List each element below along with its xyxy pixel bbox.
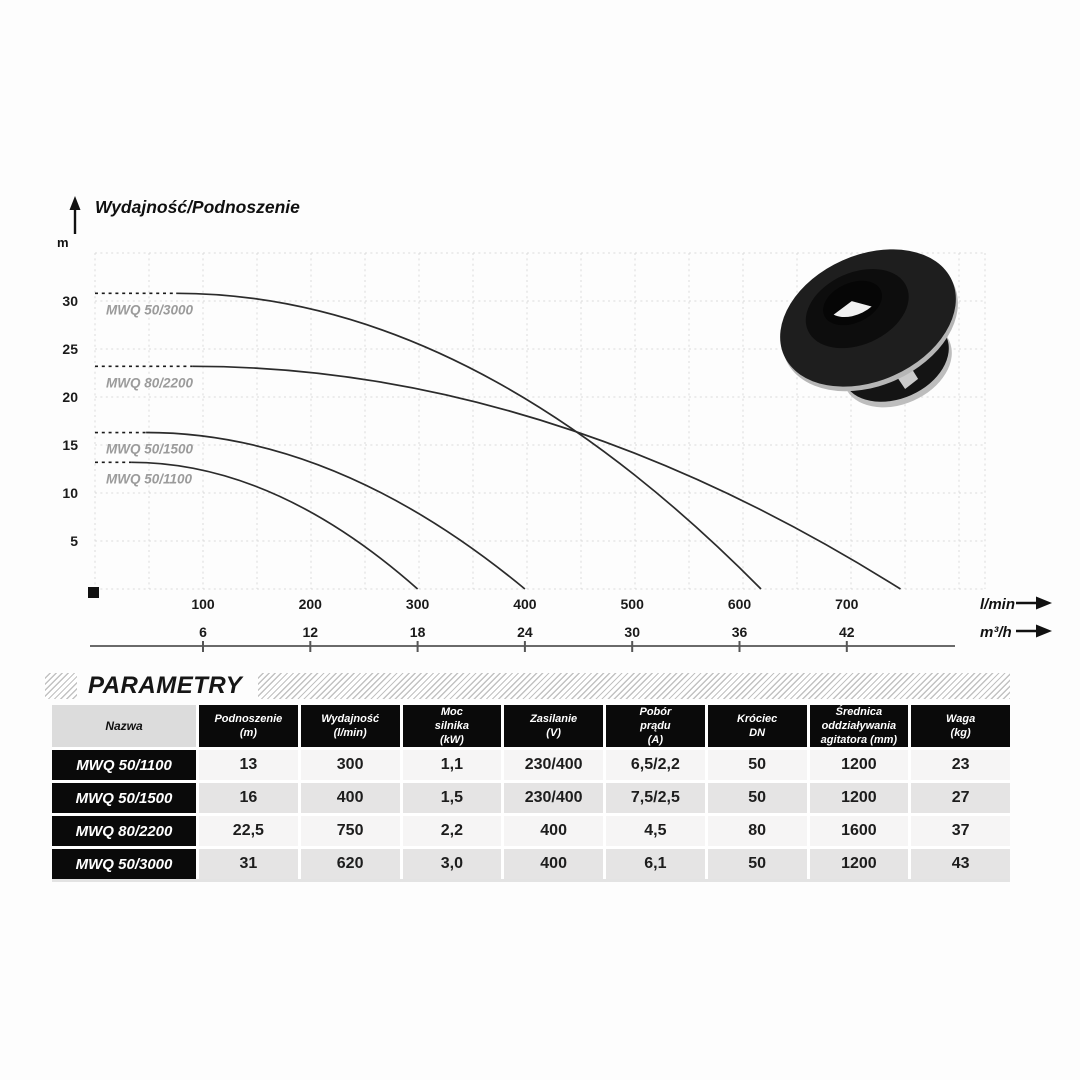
column-header-cell: Zasilanie (V)	[504, 705, 603, 747]
value-cell: 1,5	[402, 783, 502, 813]
chart-title: Wydajność/Podnoszenie	[95, 197, 300, 217]
curve-label: MWQ 50/1500	[106, 442, 194, 457]
x-tick-lmin: 400	[513, 596, 537, 612]
value-cell: 400	[504, 849, 603, 879]
parameters-table: Nazwa Podnoszenie (m) Wydajność (l/min) Moc…	[52, 705, 1010, 879]
impeller-photo	[780, 249, 958, 408]
column-header-cell: Waga (kg)	[911, 705, 1010, 747]
x-tick-m3h: 42	[839, 624, 855, 640]
curve-label: MWQ 80/2200	[106, 375, 194, 390]
pump-curve	[176, 292, 762, 590]
x-tick-lmin: 200	[299, 596, 323, 612]
value-cell: 300	[300, 750, 400, 780]
x-tick-m3h: 18	[410, 624, 426, 640]
value-cell: 400	[504, 816, 603, 846]
value-cell: 80	[707, 816, 807, 846]
value-cell: 2,2	[402, 816, 502, 846]
y-tick-label: 5	[70, 533, 78, 549]
row-name-cell: MWQ 50/1100	[52, 750, 196, 780]
value-cell: 50	[707, 783, 807, 813]
pump-performance-chart: 30 25 20 15 10 5 MWQ 50/3000 MWQ 80/2200 MWQ 50/…	[57, 196, 1052, 652]
value-cell: 6,5/2,2	[606, 750, 705, 780]
value-cell: 6,1	[606, 849, 705, 879]
x-tick-m3h: 24	[517, 624, 533, 640]
pump-curve	[146, 431, 526, 590]
y-tick-label: 15	[62, 437, 78, 453]
y-axis-unit-label: m	[57, 235, 69, 250]
section-title: PARAMETRY	[88, 671, 243, 699]
y-tick-label: 30	[62, 293, 78, 309]
origin-marker	[88, 587, 99, 598]
row-name-cell: MWQ 80/2200	[52, 816, 196, 846]
x-tick-lmin: 700	[835, 596, 859, 612]
value-cell: 620	[300, 849, 400, 879]
column-header-cell: Króciec DN	[707, 705, 807, 747]
value-cell: 50	[707, 849, 807, 879]
lmin-arrow-head	[1036, 596, 1052, 610]
pump-curve	[131, 461, 419, 590]
column-header-cell: Moc silnika (kW)	[402, 705, 502, 747]
value-cell: 1200	[809, 750, 909, 780]
x-tick-lmin: 600	[728, 596, 752, 612]
value-cell: 1,1	[402, 750, 502, 780]
value-cell: 22,5	[199, 816, 298, 846]
pump-curve	[192, 365, 901, 590]
value-cell: 230/400	[504, 783, 603, 813]
x-tick-m3h: 6	[199, 624, 207, 640]
hatch-stripe-left	[45, 672, 77, 699]
column-header-cell: Pobór prądu (A)	[606, 705, 705, 747]
curve-label: MWQ 50/1100	[106, 471, 193, 486]
m3h-arrow-head	[1036, 624, 1052, 638]
parameters-banner: PARAMETRY	[45, 672, 1010, 699]
value-cell: 230/400	[504, 750, 603, 780]
column-header-cell: Średnica oddziaływania agitatora (mm)	[809, 705, 909, 747]
x-tick-lmin: 100	[191, 596, 215, 612]
x-unit-lmin-label: l/min	[980, 596, 1015, 613]
value-cell: 23	[911, 750, 1010, 780]
value-cell: 31	[199, 849, 298, 879]
column-header-cell: Nazwa	[52, 705, 196, 747]
value-cell: 50	[707, 750, 807, 780]
value-cell: 3,0	[402, 849, 502, 879]
row-name-cell: MWQ 50/1500	[52, 783, 196, 813]
curve-label: MWQ 50/3000	[106, 302, 194, 317]
x-unit-m3h-label: m³/h	[980, 624, 1012, 641]
value-cell: 1200	[809, 783, 909, 813]
row-name-cell: MWQ 50/3000	[52, 849, 196, 879]
value-cell: 43	[911, 849, 1010, 879]
value-cell: 1200	[809, 849, 909, 879]
hatch-stripe-right	[258, 672, 1010, 699]
value-cell: 16	[199, 783, 298, 813]
x-tick-m3h: 36	[732, 624, 748, 640]
column-header-cell: Wydajność (l/min)	[300, 705, 400, 747]
value-cell: 37	[911, 816, 1010, 846]
x-tick-lmin: 500	[621, 596, 645, 612]
x-tick-lmin: 300	[406, 596, 430, 612]
x-tick-m3h: 12	[303, 624, 319, 640]
column-header-cell: Podnoszenie (m)	[199, 705, 298, 747]
y-tick-label: 20	[62, 389, 78, 405]
value-cell: 750	[300, 816, 400, 846]
value-cell: 4,5	[606, 816, 705, 846]
value-cell: 7,5/2,5	[606, 783, 705, 813]
value-cell: 1600	[809, 816, 909, 846]
y-axis-arrow-head	[69, 196, 81, 210]
x-tick-m3h: 30	[624, 624, 640, 640]
y-tick-label: 25	[62, 341, 78, 357]
value-cell: 400	[300, 783, 400, 813]
y-tick-label: 10	[62, 485, 78, 501]
value-cell: 13	[199, 750, 298, 780]
value-cell: 27	[911, 783, 1010, 813]
